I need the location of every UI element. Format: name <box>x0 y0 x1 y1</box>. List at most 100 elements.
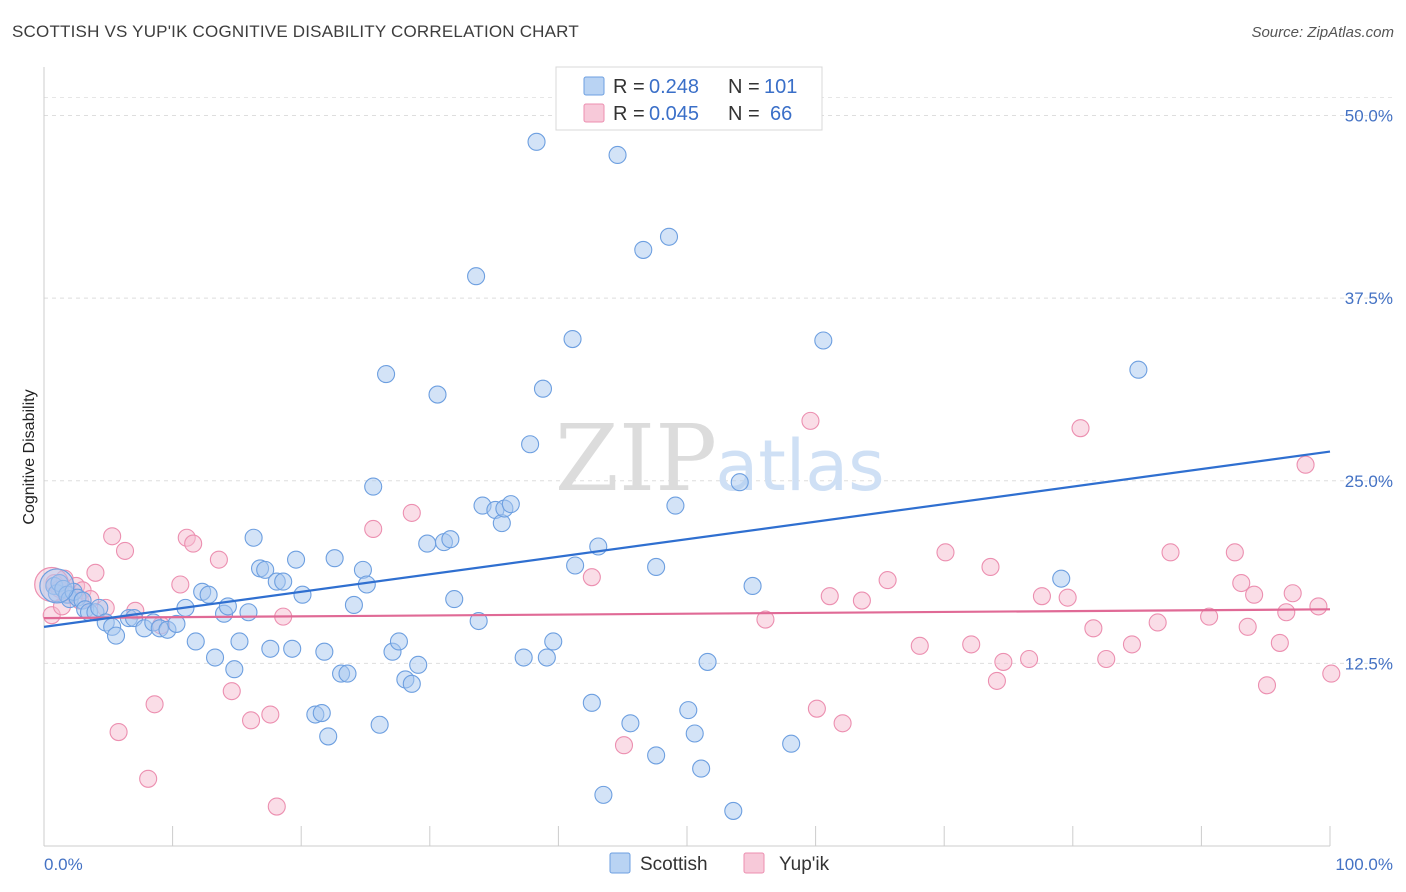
scottish-point <box>377 365 396 384</box>
scottish-point <box>287 550 306 569</box>
yupik-point <box>1097 649 1116 669</box>
yupik-point <box>145 695 164 714</box>
yupik-point <box>910 636 929 655</box>
yupik-point <box>981 557 1000 577</box>
yupik-point <box>820 587 839 606</box>
yupik-point <box>756 610 775 629</box>
yupik-point <box>1232 573 1251 593</box>
yupik-trend-line <box>43 608 1331 620</box>
x-tick-label-0: 0.0% <box>44 855 83 874</box>
gridlines <box>44 97 1392 664</box>
y-tick-labels: 12.5% 25.0% 37.5% 50.0% <box>1345 107 1393 674</box>
scottish-point <box>594 785 613 804</box>
scottish-point <box>1052 569 1071 588</box>
scottish-point <box>402 674 421 693</box>
scottish-point <box>338 664 357 683</box>
yupik-point <box>115 541 135 560</box>
legend-n-label-yupik: N = <box>728 103 760 125</box>
scottish-point <box>814 331 833 350</box>
yupik-point <box>1322 664 1341 683</box>
yupik-point <box>139 769 158 788</box>
scottish-point <box>274 572 293 591</box>
watermark-atlas: atlas <box>715 425 884 507</box>
yupik-point <box>1084 619 1103 638</box>
scottish-point <box>467 267 486 286</box>
x-tick-label-1: 100.0% <box>1335 855 1393 874</box>
scottish-point <box>582 693 601 712</box>
chart-title: SCOTTISH VS YUP'IK COGNITIVE DISABILITY … <box>12 22 579 41</box>
yupik-point <box>852 591 871 610</box>
bottom-legend: Scottish Yup'ik <box>609 852 830 875</box>
legend-n-label-scottish: N = <box>728 76 760 98</box>
yupik-point <box>1020 649 1039 669</box>
legend-n-value-scottish: 101 <box>764 76 797 98</box>
scottish-point <box>364 477 383 496</box>
scottish-point <box>283 639 302 658</box>
yupik-point <box>364 519 383 539</box>
yupik-point <box>267 797 286 816</box>
legend-r-value-scottish: 0.248 <box>649 76 699 98</box>
watermark: ZIP atlas <box>555 405 885 512</box>
scottish-point <box>527 132 546 151</box>
scottish-point <box>312 704 331 723</box>
legend-swatch-scottish <box>583 76 605 96</box>
scottish-point <box>325 549 344 568</box>
y-tick-label-1: 25.0% <box>1345 472 1393 491</box>
x-tick-labels: 0.0% 100.0% <box>44 855 1393 874</box>
yupik-point <box>1148 613 1167 632</box>
scottish-point <box>230 632 249 651</box>
yupik-point <box>807 699 826 718</box>
yupik-point <box>582 568 601 587</box>
scottish-point <box>469 611 488 631</box>
yupik-point <box>109 722 128 742</box>
scottish-point <box>521 435 540 454</box>
scottish-point <box>225 660 244 679</box>
yupik-point <box>833 714 852 733</box>
scottish-point <box>445 590 464 609</box>
scottish-point <box>621 714 640 733</box>
scottish-point <box>566 556 585 575</box>
scottish-point <box>679 701 698 720</box>
bottom-legend-swatch-scottish <box>609 852 631 874</box>
yupik-point <box>1245 585 1264 604</box>
yupik-point <box>1200 607 1219 626</box>
scottish-bubble <box>39 568 75 604</box>
scottish-point <box>261 639 280 658</box>
scottish-point <box>501 495 520 514</box>
scottish-point <box>730 473 749 492</box>
yupik-point <box>402 503 421 522</box>
scottish-point <box>544 632 563 651</box>
scottish-point <box>239 603 258 622</box>
legend-r-value-yupik: 0.045 <box>649 103 699 125</box>
yupik-point <box>1270 633 1289 652</box>
yupik-point <box>1071 419 1090 438</box>
yupik-point <box>222 682 241 701</box>
legend-r-label-scottish: R = <box>613 76 645 98</box>
scottish-point <box>647 746 666 765</box>
yupik-point <box>878 571 897 590</box>
scottish-point <box>563 329 582 349</box>
bottom-legend-swatch-yupik <box>743 852 765 874</box>
yupik-point <box>614 736 634 755</box>
y-axis-label: Cognitive Disability <box>21 389 38 524</box>
watermark-zip: ZIP <box>555 405 717 512</box>
scottish-point <box>186 632 205 651</box>
chart-source: Source: ZipAtlas.com <box>1251 24 1394 41</box>
scottish-point <box>409 655 428 674</box>
scottish-point <box>167 614 186 633</box>
scottish-point <box>244 528 263 547</box>
y-tick-label-0: 12.5% <box>1345 654 1393 673</box>
scottish-point <box>514 648 533 667</box>
yupik-point <box>103 527 122 546</box>
yupik-point <box>962 635 981 654</box>
scottish-point <box>659 227 679 246</box>
scottish-point <box>319 727 338 746</box>
yupik-point <box>1238 617 1257 636</box>
scottish-point <box>389 632 408 651</box>
yupik-point <box>1309 597 1328 616</box>
yupik-point <box>801 411 820 430</box>
scottish-point <box>634 240 653 259</box>
scottish-point <box>782 734 801 753</box>
scottish-point <box>293 585 312 604</box>
top-legend: R = 0.248 N = 101 R = 0.045 N = 66 <box>555 66 823 131</box>
